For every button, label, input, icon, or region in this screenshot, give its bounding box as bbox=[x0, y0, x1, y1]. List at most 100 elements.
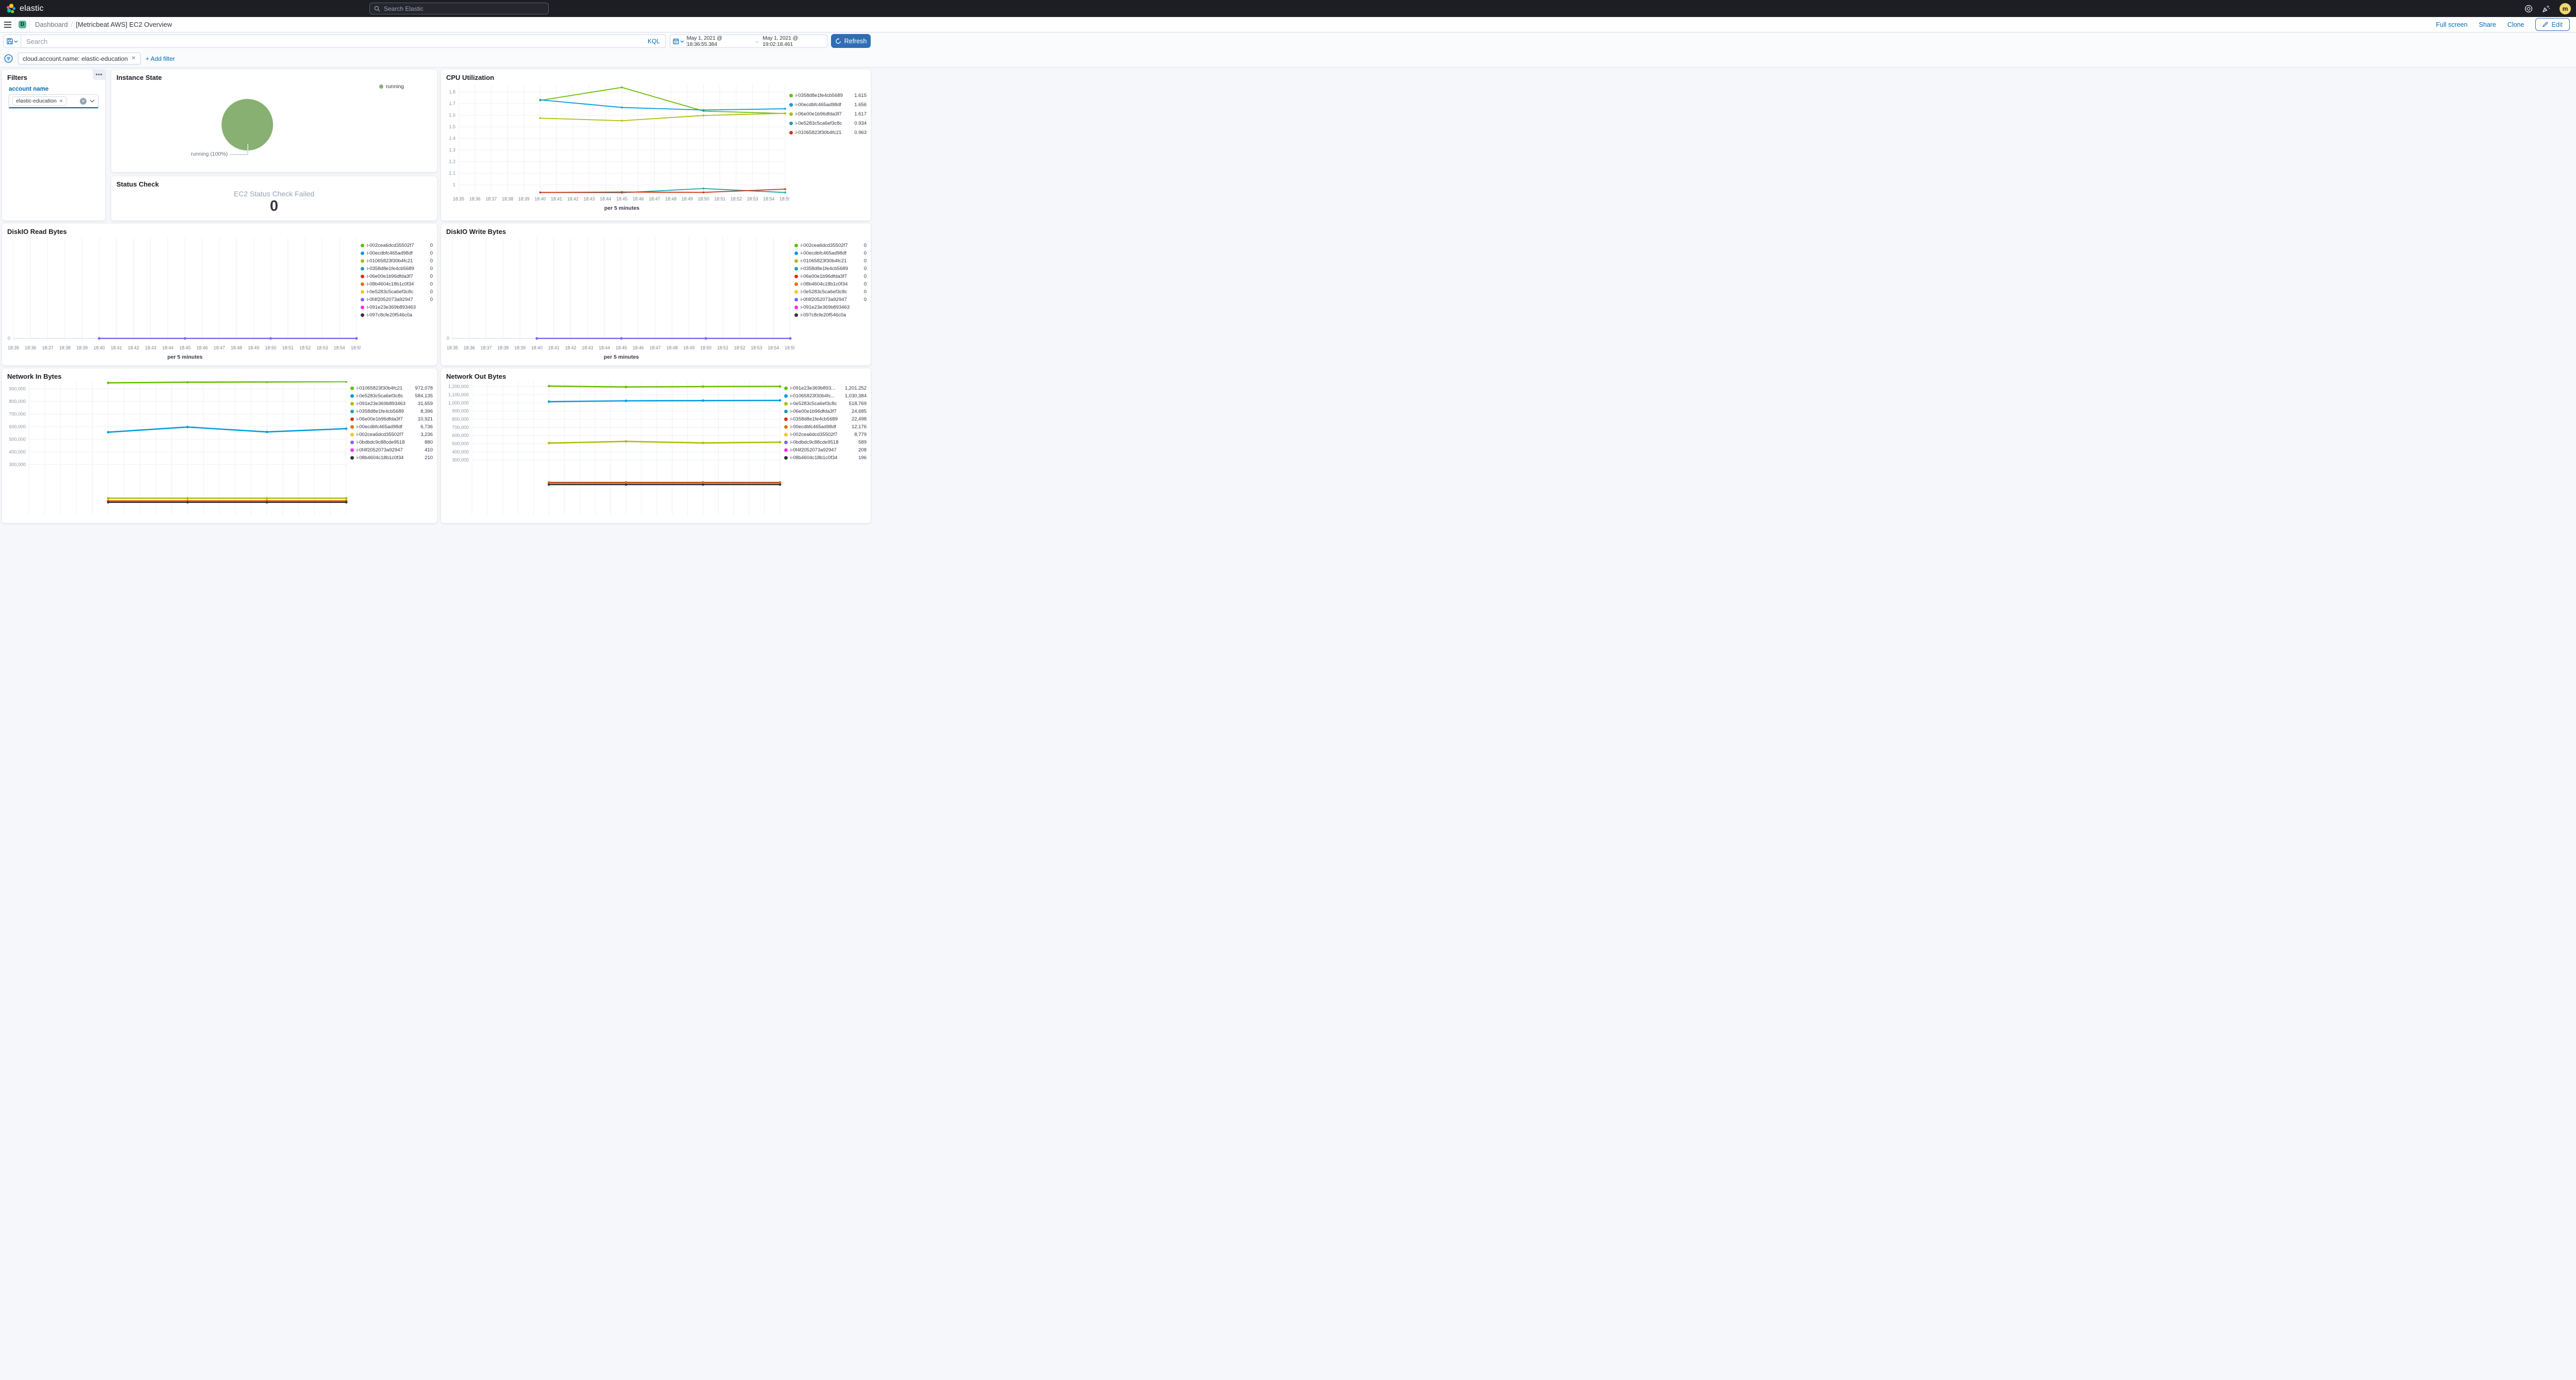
chevron-down-icon[interactable] bbox=[90, 99, 95, 103]
legend-item[interactable]: i-08b4604c18b1c0f34 0 bbox=[794, 281, 867, 287]
legend-item[interactable]: i-0e5283c5ca6ef3c8c 0.934 bbox=[789, 121, 867, 126]
legend-item[interactable]: i-06e00e1b96dfda3f7 0 bbox=[794, 274, 867, 279]
legend-item[interactable]: i-0358d8e1fe4cb5689 8,396 bbox=[350, 409, 433, 414]
legend-item[interactable]: i-0f4f2052073a92947 0 bbox=[361, 297, 433, 302]
legend-item[interactable]: i-0bdbdc9c88cde9518 589 bbox=[784, 440, 867, 445]
metric-value: 0 bbox=[269, 198, 279, 214]
add-filter-button[interactable]: + Add filter bbox=[145, 55, 175, 62]
svg-text:18:45: 18:45 bbox=[616, 345, 627, 350]
date-picker[interactable]: May 1, 2021 @ 18:36:55.384 → May 1, 2021… bbox=[670, 35, 827, 48]
legend-item[interactable]: i-01065823f30b4fc21 0 bbox=[361, 258, 433, 264]
legend-item[interactable]: i-002cea6dcd35502f7 0 bbox=[794, 243, 867, 248]
legend-item[interactable]: i-0358d8e1fe4cb5689 0 bbox=[794, 266, 867, 272]
global-search-input[interactable]: Search Elastic bbox=[369, 3, 549, 14]
filter-pill[interactable]: cloud.account.name: elastic-education ✕ bbox=[18, 53, 141, 64]
diskio-read-chart[interactable]: 18:35 18:36 18:37 18:38 18:39 18:40 18:41 18:42… bbox=[4, 237, 362, 365]
pie-slice-running[interactable] bbox=[222, 99, 273, 150]
legend-item[interactable]: i-0f4f2052073a92947 410 bbox=[350, 447, 433, 453]
avatar[interactable]: m bbox=[2560, 3, 2571, 14]
legend-item[interactable]: i-01065823f30b4fc21 0 bbox=[794, 258, 867, 264]
legend-item[interactable]: i-0e5283c5ca6ef3c8c 518,769 bbox=[784, 401, 867, 407]
share-link[interactable]: Share bbox=[2479, 21, 2496, 28]
network-out-chart[interactable]: 300,000 400,000 500,000 600,000 700,000 800,0… bbox=[443, 381, 784, 518]
legend-item[interactable]: i-091e23e369b893463 bbox=[794, 305, 867, 310]
legend-item[interactable]: i-06e00e1b96dfda3f7 1.617 bbox=[789, 111, 867, 117]
date-from[interactable]: May 1, 2021 @ 18:36:55.384 bbox=[687, 35, 722, 47]
kql-button[interactable]: KQL bbox=[647, 38, 660, 45]
close-icon[interactable]: ✕ bbox=[131, 56, 136, 61]
legend-item[interactable]: i-0358d8e1fe4cb5689 0 bbox=[361, 266, 433, 272]
legend-item[interactable]: i-0f4f2052073a92947 208 bbox=[784, 447, 867, 453]
legend-item[interactable]: i-01065823f30b4fc21 0.963 bbox=[789, 130, 867, 136]
legend-item[interactable]: i-08b4604c18b1c0f34 196 bbox=[784, 455, 867, 461]
cpu-utilization-panel: CPU Utilization 18:35 18:36 18:37 18:38 18:3… bbox=[441, 70, 871, 221]
space-badge[interactable]: D bbox=[19, 21, 26, 28]
legend-dot bbox=[350, 425, 354, 429]
legend-item[interactable]: i-097c8cfe20f546c0a bbox=[794, 312, 867, 318]
save-query-button[interactable] bbox=[4, 35, 21, 47]
legend-item[interactable]: i-00ecdbfc465ad98df 12,176 bbox=[784, 424, 867, 430]
account-name-field-label[interactable]: account name bbox=[9, 86, 49, 92]
filter-value-tag[interactable]: elastic-education ✕ bbox=[12, 96, 67, 106]
legend-item[interactable]: i-0e5283c5ca6ef3c8c 584,135 bbox=[350, 393, 433, 399]
filter-options-icon[interactable] bbox=[4, 54, 13, 63]
legend-item[interactable]: i-0358d8e1fe4cb5689 1.615 bbox=[789, 93, 867, 98]
panel-options-icon[interactable] bbox=[93, 70, 105, 80]
clone-link[interactable]: Clone bbox=[2507, 21, 2524, 28]
legend-series-name: i-01065823f30b4fc21 bbox=[801, 258, 847, 264]
legend-item[interactable]: i-00ecdbfc465ad98df 0 bbox=[361, 250, 433, 256]
legend-item[interactable]: i-01065823f30b4fc21 972,078 bbox=[350, 385, 433, 391]
legend-series-value: 0 bbox=[863, 289, 867, 295]
clear-selection-icon[interactable]: ✕ bbox=[80, 97, 87, 105]
legend-item[interactable]: i-091e23e369b893... 1,201,252 bbox=[784, 385, 867, 391]
legend-dot bbox=[794, 282, 798, 286]
legend-item[interactable]: i-091e23e369b893463 bbox=[361, 305, 433, 310]
legend-item[interactable]: i-06e00e1b96dfda3f7 0 bbox=[361, 274, 433, 279]
legend-item[interactable]: i-00ecdbfc465ad98df 6,736 bbox=[350, 424, 433, 430]
network-in-chart[interactable]: 300,000 400,000 500,000 600,000 700,000 800,0… bbox=[4, 380, 350, 518]
legend-item[interactable]: i-002cea6dcd35502f7 8,779 bbox=[784, 432, 867, 437]
legend-series-value: 0.934 bbox=[854, 121, 867, 126]
legend-item[interactable]: i-091e23e369b893463 31,659 bbox=[350, 401, 433, 407]
search-icon bbox=[374, 6, 380, 12]
legend-item[interactable]: i-097c8cfe20f546c0a bbox=[361, 312, 433, 318]
legend-item[interactable]: i-00ecdbfc465ad98df 1.656 bbox=[789, 102, 867, 108]
svg-text:18:51: 18:51 bbox=[717, 345, 728, 350]
legend-item[interactable]: i-0bdbdc9c88cde9518 880 bbox=[350, 440, 433, 445]
legend-item[interactable]: i-08b4604c18b1c0f34 210 bbox=[350, 455, 433, 461]
diskio-write-chart[interactable]: 18:35 18:36 18:37 18:38 18:39 18:40 18:41 18:42… bbox=[443, 237, 796, 365]
close-icon[interactable]: ✕ bbox=[59, 98, 63, 104]
legend-item[interactable]: i-08b4604c18b1c0f34 0 bbox=[361, 281, 433, 287]
account-name-combobox[interactable]: elastic-education ✕ ✕ bbox=[9, 94, 98, 108]
edit-button[interactable]: Edit bbox=[2535, 18, 2570, 31]
legend-item[interactable]: i-0e5283c5ca6ef3c8c 0 bbox=[361, 289, 433, 295]
hamburger-menu-icon[interactable] bbox=[0, 17, 15, 32]
breadcrumb-dashboard[interactable]: Dashboard bbox=[35, 21, 68, 28]
cpu-chart[interactable]: 18:35 18:36 18:37 18:38 18:39 18:40 18:41 18:42… bbox=[443, 82, 791, 218]
legend-item[interactable]: i-00ecdbfc465ad98df 0 bbox=[794, 250, 867, 256]
pie-legend-item[interactable]: running bbox=[379, 83, 404, 90]
query-input[interactable]: Search KQL bbox=[3, 35, 666, 48]
svg-text:18:54: 18:54 bbox=[334, 345, 345, 350]
refresh-button[interactable]: Refresh bbox=[831, 34, 871, 48]
metric-label: EC2 Status Check Failed bbox=[233, 190, 315, 198]
legend-item[interactable]: i-06e00e1b96dfda3f7 24,685 bbox=[784, 409, 867, 414]
elastic-logo[interactable]: elastic bbox=[0, 3, 44, 14]
legend-item[interactable]: i-0e5283c5ca6ef3c8c 0 bbox=[794, 289, 867, 295]
date-to[interactable]: May 1, 2021 @ 19:02:18.461 bbox=[762, 35, 798, 47]
full-screen-link[interactable]: Full screen bbox=[2436, 21, 2468, 28]
avatar-initial: m bbox=[2562, 5, 2568, 12]
legend-item[interactable]: i-06e00e1b96dfda3f7 10,921 bbox=[350, 416, 433, 422]
help-icon[interactable] bbox=[2524, 5, 2533, 13]
legend-item[interactable]: i-0f4f2052073a92947 0 bbox=[794, 297, 867, 302]
legend-item[interactable]: i-01065823f30b4fc... 1,030,384 bbox=[784, 393, 867, 399]
newsfeed-party-icon[interactable] bbox=[2542, 5, 2550, 13]
legend-item[interactable]: i-0358d8e1fe4cb5689 22,498 bbox=[784, 416, 867, 422]
svg-text:900,000: 900,000 bbox=[452, 409, 469, 414]
svg-text:18:40: 18:40 bbox=[534, 196, 546, 201]
legend-series-name: i-0e5283c5ca6ef3c8c bbox=[367, 289, 414, 295]
legend-series-name: i-0e5283c5ca6ef3c8c bbox=[795, 121, 842, 126]
legend-item[interactable]: i-002cea6dcd35502f7 3,236 bbox=[350, 432, 433, 437]
calendar-button[interactable] bbox=[670, 35, 687, 47]
legend-item[interactable]: i-002cea6dcd35502f7 0 bbox=[361, 243, 433, 248]
